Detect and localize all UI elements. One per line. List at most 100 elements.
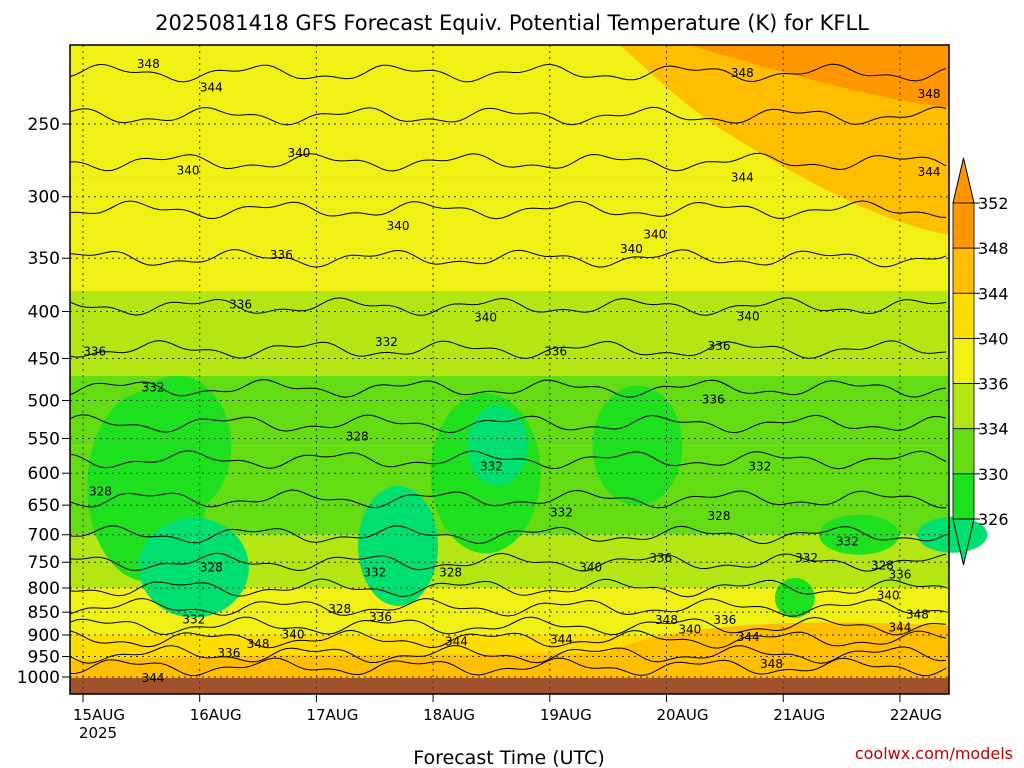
contour-label: 336: [270, 248, 293, 262]
contour-line: [69, 200, 947, 220]
contour-label: 344: [737, 630, 760, 644]
contour-line: [69, 450, 947, 470]
contour-line: [69, 525, 947, 545]
contour-label: 336: [229, 297, 252, 311]
contour-label: 336: [649, 551, 672, 565]
contour-label: 344: [445, 635, 468, 649]
heatmap-blob: [138, 517, 249, 618]
contour-label: 344: [142, 671, 165, 685]
contour-label: 328: [346, 429, 369, 443]
contour-label: 332: [375, 335, 398, 349]
y-tick-label: 600: [28, 464, 60, 484]
x-year-label: 2025: [79, 724, 117, 742]
y-tick-label: 1000: [17, 668, 60, 688]
contour-label: 332: [836, 535, 859, 549]
contour-line: [69, 379, 947, 398]
contour-label: 332: [182, 613, 205, 627]
contour-line: [69, 63, 947, 83]
contour-line: [69, 340, 947, 360]
contour-label: 328: [439, 566, 462, 580]
y-tick-label: 450: [28, 349, 60, 369]
contour-label: 328: [200, 561, 223, 575]
y-tick-label: 700: [28, 526, 60, 546]
grid-lines: [70, 45, 949, 694]
contour-label: 340: [282, 628, 305, 642]
contour-label: 332: [550, 505, 573, 519]
colorbar-label: 344: [978, 284, 1009, 303]
contour-line: [69, 552, 947, 572]
contour-line: [70, 152, 947, 172]
heatmap-blob: [358, 485, 439, 606]
contour-label: 336: [369, 610, 392, 624]
contour-label: 344: [731, 171, 754, 185]
contour-label: 348: [906, 608, 929, 622]
contour-label: 336: [217, 646, 240, 660]
contour-label: 340: [287, 146, 310, 160]
colorbar: 352 348 344 340 336 334 330 326: [952, 157, 1009, 566]
heatmap-band: [70, 183, 949, 292]
colorbar-label: 348: [978, 239, 1009, 258]
contour-line: [69, 414, 947, 434]
contour-label: 340: [877, 588, 900, 602]
chart-title: 2025081418 GFS Forecast Equiv. Potential…: [155, 11, 869, 35]
contour-label: 348: [731, 66, 754, 80]
contour-label: 344: [200, 80, 223, 94]
watermark: coolwx.com/models: [855, 744, 1013, 763]
y-tick-label: 850: [28, 603, 60, 623]
contour-label: 340: [737, 309, 760, 323]
contour-label: 336: [708, 339, 731, 353]
colorbar-label: 340: [978, 329, 1009, 348]
heatmap-blob: [467, 405, 528, 486]
y-tick-label: 800: [28, 579, 60, 599]
contour-line: [69, 489, 946, 509]
plot-border: [69, 44, 950, 695]
contour-lines: [69, 63, 947, 677]
heatmap-blob: [917, 516, 988, 553]
contour-label: 336: [83, 344, 106, 358]
contour-label: 340: [474, 310, 497, 324]
y-tick-label: 650: [28, 496, 60, 516]
contour-label: 344: [888, 620, 911, 634]
x-tick-label: 16AUG: [190, 706, 242, 724]
contour-line: [69, 106, 947, 126]
contour-line: [69, 644, 947, 664]
contour-label: 344: [550, 632, 573, 646]
y-tick-label: 750: [28, 553, 60, 573]
y-tick-label: 300: [28, 188, 60, 208]
contour-label: 348: [655, 613, 678, 627]
y-tick-label: 900: [28, 626, 60, 646]
contour-line: [69, 657, 947, 677]
colorbar-label: 326: [978, 510, 1009, 529]
contour-label: 348: [137, 57, 160, 71]
heatmap-region-hot: [689, 45, 949, 108]
contour-label: 340: [579, 561, 602, 575]
colorbar-segment: [952, 428, 975, 475]
heatmap-region-lowwarm: [70, 622, 949, 694]
contour-label: 332: [748, 460, 771, 474]
colorbar-segment: [952, 247, 975, 294]
colorbar-label: 352: [978, 194, 1009, 213]
contour-label: 336: [702, 393, 725, 407]
x-axis: 15AUG 16AUG 17AUG 18AUG 19AUG 20AUG 21AUG 22AUG: [73, 694, 942, 724]
y-tick-label: 500: [28, 392, 60, 412]
contour-label: 348: [918, 87, 941, 101]
contour-label: 340: [387, 219, 410, 233]
contour-label: 348: [760, 657, 783, 671]
contour-label: 332: [363, 566, 386, 580]
colorbar-top-arrow: [952, 157, 975, 204]
x-tick-label: 19AUG: [540, 706, 592, 724]
y-tick-label: 400: [28, 302, 60, 322]
colorbar-segment: [952, 292, 975, 339]
y-tick-label: 350: [28, 249, 60, 269]
contour-label: 328: [328, 602, 351, 616]
colorbar-segment: [952, 202, 975, 249]
x-axis-title: Forecast Time (UTC): [413, 747, 604, 768]
colorbar-segment: [952, 473, 975, 520]
x-tick-label: 17AUG: [306, 706, 358, 724]
contour-label: 336: [888, 567, 911, 581]
heatmap-band: [70, 291, 949, 376]
contour-line: [69, 578, 947, 598]
heatmap-blob: [592, 385, 683, 506]
y-tick-label: 550: [28, 430, 60, 450]
